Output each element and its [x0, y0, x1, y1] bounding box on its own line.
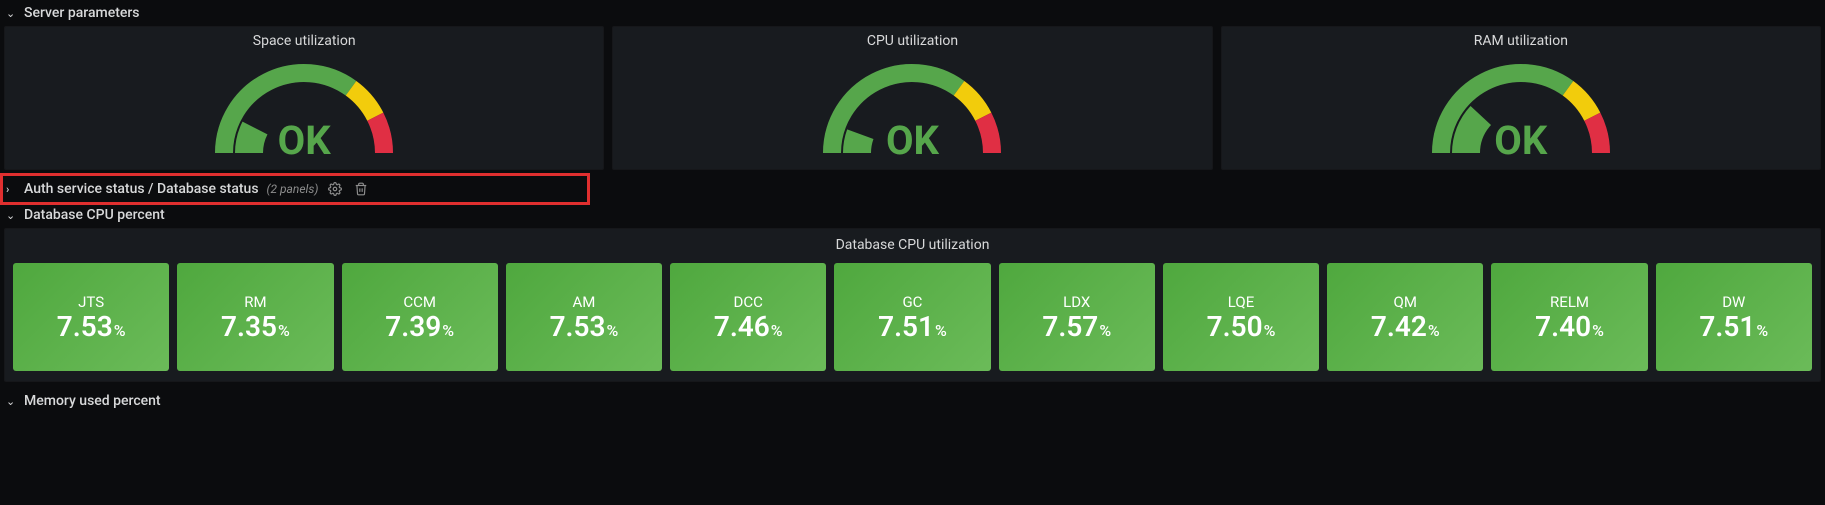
tile-value: 7.35% — [221, 313, 290, 341]
panel-space-utilization[interactable]: Space utilization OK — [4, 26, 604, 170]
row-header-memory-used[interactable]: ⌄ Memory used percent — [0, 388, 1825, 414]
gauge-wrap: OK — [1222, 51, 1820, 169]
gauge-wrap: OK — [5, 51, 603, 169]
trash-icon[interactable] — [352, 180, 370, 198]
row-title: Server parameters — [24, 5, 140, 21]
tile-label: RELM — [1550, 293, 1589, 311]
tile-label: JTS — [78, 293, 104, 311]
tile-label: RM — [244, 293, 266, 311]
stat-tile[interactable]: CCM 7.39% — [342, 263, 498, 371]
tile-label: LDX — [1063, 293, 1090, 311]
gauge: OK — [204, 51, 404, 161]
chevron-down-icon: ⌄ — [6, 7, 16, 20]
stat-tile[interactable]: DCC 7.46% — [670, 263, 826, 371]
gauge-value-label: OK — [204, 121, 404, 161]
tile-label: GC — [902, 293, 922, 311]
chevron-right-icon: › — [6, 183, 16, 196]
stat-tile[interactable]: LQE 7.50% — [1163, 263, 1319, 371]
stat-tile[interactable]: RM 7.35% — [177, 263, 333, 371]
gauge-wrap: OK — [613, 51, 1211, 169]
panel-title: Database CPU utilization — [5, 229, 1820, 263]
tile-value: 7.46% — [714, 313, 783, 341]
stat-tile[interactable]: DW 7.51% — [1656, 263, 1812, 371]
tile-value: 7.40% — [1535, 313, 1604, 341]
panel-cpu-utilization[interactable]: CPU utilization OK — [612, 26, 1212, 170]
gear-icon[interactable] — [326, 180, 344, 198]
tile-label: DW — [1722, 293, 1745, 311]
stat-tile[interactable]: QM 7.42% — [1327, 263, 1483, 371]
tile-row: JTS 7.53% RM 7.35% CCM 7.39% AM 7.53% DCC 7.46% GC… — [5, 263, 1820, 381]
stat-tile[interactable]: AM 7.53% — [506, 263, 662, 371]
tile-value: 7.39% — [385, 313, 454, 341]
tile-label: CCM — [403, 293, 436, 311]
tile-label: DCC — [734, 293, 763, 311]
tile-value: 7.42% — [1371, 313, 1440, 341]
tile-label: QM — [1394, 293, 1417, 311]
gauge-value-label: OK — [1421, 121, 1621, 161]
row-header-auth-db[interactable]: › Auth service status / Database status … — [0, 176, 1825, 202]
stat-tile[interactable]: JTS 7.53% — [13, 263, 169, 371]
stat-tile[interactable]: GC 7.51% — [834, 263, 990, 371]
panel-db-cpu-utilization[interactable]: Database CPU utilization JTS 7.53% RM 7.35%… — [4, 228, 1821, 382]
tile-value: 7.51% — [878, 313, 947, 341]
panel-title: RAM utilization — [1222, 27, 1820, 51]
row-panel-count: (2 panels) — [267, 182, 319, 196]
row-auth-db-wrapper: › Auth service status / Database status … — [0, 176, 1825, 202]
row-header-db-cpu[interactable]: ⌄ Database CPU percent — [0, 202, 1825, 228]
panel-title: Space utilization — [5, 27, 603, 51]
tile-value: 7.50% — [1207, 313, 1276, 341]
stat-tile[interactable]: RELM 7.40% — [1491, 263, 1647, 371]
row-title: Memory used percent — [24, 393, 161, 409]
tile-label: LQE — [1228, 293, 1254, 311]
gauge-row: Space utilization OK CPU utilization OK … — [0, 26, 1825, 170]
tile-value: 7.51% — [1699, 313, 1768, 341]
tile-label: AM — [572, 293, 595, 311]
chevron-down-icon: ⌄ — [6, 209, 16, 222]
row-header-server-params[interactable]: ⌄ Server parameters — [0, 0, 1825, 26]
gauge: OK — [812, 51, 1012, 161]
tile-value: 7.57% — [1042, 313, 1111, 341]
row-title: Database CPU percent — [24, 207, 165, 223]
tile-value: 7.53% — [550, 313, 619, 341]
row-title: Auth service status / Database status — [24, 181, 259, 197]
panel-title: CPU utilization — [613, 27, 1211, 51]
chevron-down-icon: ⌄ — [6, 395, 16, 408]
gauge: OK — [1421, 51, 1621, 161]
tile-value: 7.53% — [57, 313, 126, 341]
stat-tile[interactable]: LDX 7.57% — [999, 263, 1155, 371]
gauge-value-label: OK — [812, 121, 1012, 161]
panel-ram-utilization[interactable]: RAM utilization OK — [1221, 26, 1821, 170]
